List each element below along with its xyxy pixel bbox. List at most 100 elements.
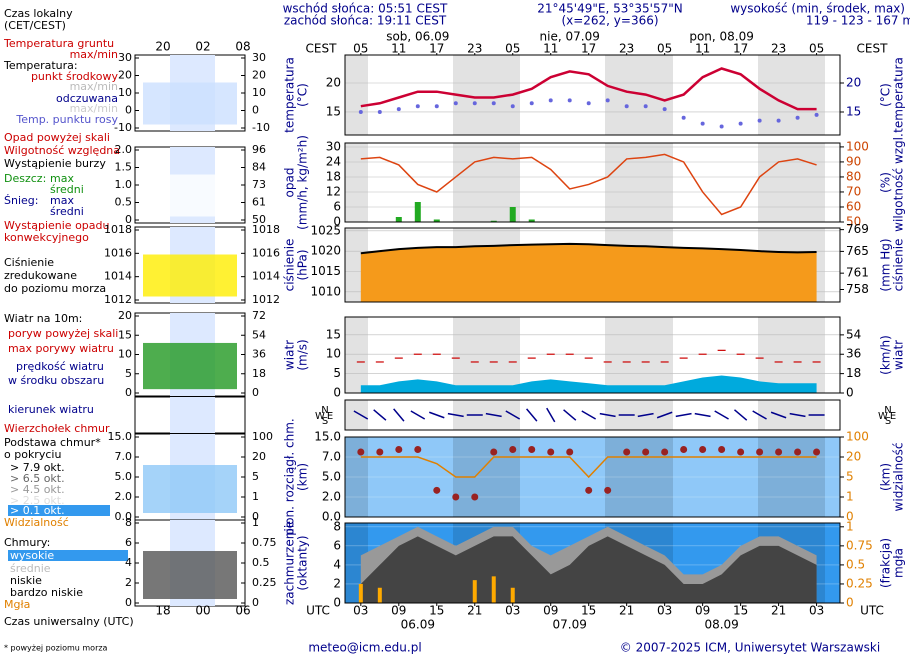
y2-tick-label: 90	[846, 154, 861, 168]
compass: N	[321, 405, 328, 416]
axis-label: pion. rozciągł. chm.	[283, 418, 297, 536]
axis-label: temperatura	[283, 57, 297, 133]
legend-sample	[143, 465, 237, 513]
legend-text: Ciśnienie	[4, 256, 54, 269]
y2-tick-label: 0.25	[846, 576, 873, 590]
axis-label-right: ciśnienie	[892, 239, 906, 292]
legend-text: Czas uniwersalny (UTC)	[4, 615, 134, 628]
legend-tick-label: 4	[125, 556, 132, 569]
legend-text: * powyżej poziomu morza	[4, 644, 108, 653]
legend-tick-label: 0.5	[115, 196, 133, 209]
legend-tick-label: 20	[118, 69, 132, 82]
legend-swatch	[8, 505, 110, 516]
legend-tick-label: 10	[252, 86, 266, 99]
y-tick-label: 1020	[310, 244, 341, 258]
legend-tick-label: 96	[252, 143, 266, 156]
y-tick-label: 6	[333, 200, 341, 214]
axis-label-right: widzialność	[892, 443, 906, 512]
legend-text: niskie	[10, 574, 42, 587]
dot	[491, 101, 496, 106]
wind-arrow	[714, 410, 729, 420]
dot	[624, 104, 629, 109]
legend-tick-label: 0	[125, 213, 132, 226]
legend-tick-label: 10	[118, 86, 132, 99]
legend-tick-label: 5.0	[115, 470, 133, 483]
legend-text: > 4.5 okt.	[10, 483, 65, 496]
area	[360, 243, 817, 302]
y-tick-label: 30	[326, 140, 341, 154]
legend-tick-label: 2.0	[115, 490, 133, 503]
dot	[395, 446, 403, 453]
email: meteo@icm.edu.pl	[308, 641, 421, 655]
date-label: 06.09	[401, 618, 435, 632]
wind-arrow	[770, 411, 787, 419]
legend-tick-label: 7.0	[115, 450, 133, 463]
panel-frame	[344, 227, 841, 303]
legend-tick-label: 0.5	[252, 556, 270, 569]
cest-tick-label: 11	[543, 42, 558, 56]
y-tick-label: 18	[326, 170, 341, 184]
legend-text: Śnieg:	[4, 194, 38, 207]
legend-text: Wiatr na 10m:	[4, 312, 82, 325]
dot	[434, 104, 439, 109]
legend-sample	[143, 254, 237, 297]
axis-label-right: (frakcja)	[879, 538, 893, 588]
dot	[453, 101, 458, 106]
y2-tick-label: 20	[846, 450, 861, 464]
night-band	[345, 317, 368, 393]
wind-arrow	[410, 410, 426, 420]
grid-point: (x=262, y=366)	[561, 14, 658, 28]
y2-tick-label: 15	[846, 104, 861, 118]
legend-text: Temp. punktu rosy	[15, 113, 118, 126]
axis-label-right: mgła	[892, 548, 906, 578]
dot	[795, 115, 800, 120]
legend-swatch	[8, 550, 128, 561]
axis-label: opad	[283, 168, 297, 198]
y-tick-label: 2.0	[322, 490, 341, 504]
legend-tick-label: 0	[252, 510, 259, 523]
panel-bg	[345, 55, 840, 135]
legend-tick-label: 15.0	[108, 430, 133, 443]
dot	[814, 112, 819, 117]
legend-text: Opad powyżej skali	[4, 131, 110, 144]
dot	[794, 448, 802, 456]
night-band	[758, 143, 825, 222]
legend-time: 00	[195, 604, 210, 618]
legend-text: max	[50, 194, 74, 207]
dot	[472, 101, 477, 106]
dot	[680, 446, 688, 453]
y2-tick-label: 0.75	[846, 538, 873, 552]
coords: 21°45'49"E, 53°35'57"N	[537, 2, 682, 16]
utc-tick-label: 15	[429, 604, 444, 618]
axis-label-right: (%)	[879, 172, 893, 193]
legend-tick-label: 1012	[252, 293, 280, 306]
axis-label-right: (km/h)	[879, 335, 893, 375]
y-tick-label: 8	[333, 519, 341, 533]
legend-text: > 0.1 okt.	[10, 504, 65, 517]
legend-tick-label: 1018	[252, 223, 280, 236]
dot	[699, 446, 707, 453]
fog-bar	[377, 587, 382, 603]
dot	[452, 493, 460, 501]
legend-tick-label: 5	[252, 470, 259, 483]
wind-arrow	[599, 412, 616, 418]
sunrise: wschód słońca: 05:51 CEST	[283, 2, 448, 16]
dot	[509, 446, 517, 453]
legend-tick-label: 10	[118, 348, 132, 361]
wind-arrow	[563, 409, 577, 421]
dot	[738, 121, 743, 126]
cest-label: CEST	[306, 42, 338, 56]
legend-text: Temperatura:	[3, 59, 78, 72]
legend-text: Mgła	[4, 598, 30, 611]
legend-tick-label: 100	[252, 430, 273, 443]
date-label: 08.09	[704, 618, 738, 632]
night-band	[605, 55, 673, 135]
legend-text: średni	[50, 205, 84, 218]
dot	[433, 486, 441, 494]
legend-tick-label: 1014	[104, 270, 132, 283]
night-band	[605, 317, 673, 393]
legend-tick-label: 18	[252, 367, 266, 380]
dot	[414, 446, 422, 453]
wind-arrow	[675, 412, 692, 418]
dot	[604, 486, 612, 494]
